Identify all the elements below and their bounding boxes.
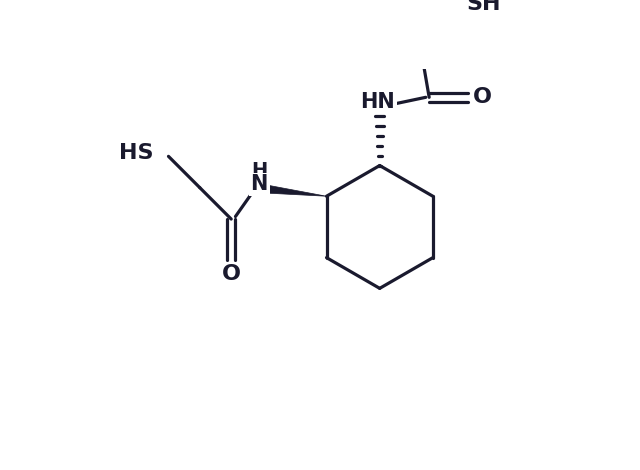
Text: HN: HN xyxy=(360,93,396,112)
Text: O: O xyxy=(472,87,492,107)
Text: HS: HS xyxy=(118,143,153,163)
Text: O: O xyxy=(221,264,241,284)
Text: H: H xyxy=(251,161,268,180)
Polygon shape xyxy=(269,186,326,196)
Text: SH: SH xyxy=(466,0,500,14)
Text: N: N xyxy=(250,174,268,194)
